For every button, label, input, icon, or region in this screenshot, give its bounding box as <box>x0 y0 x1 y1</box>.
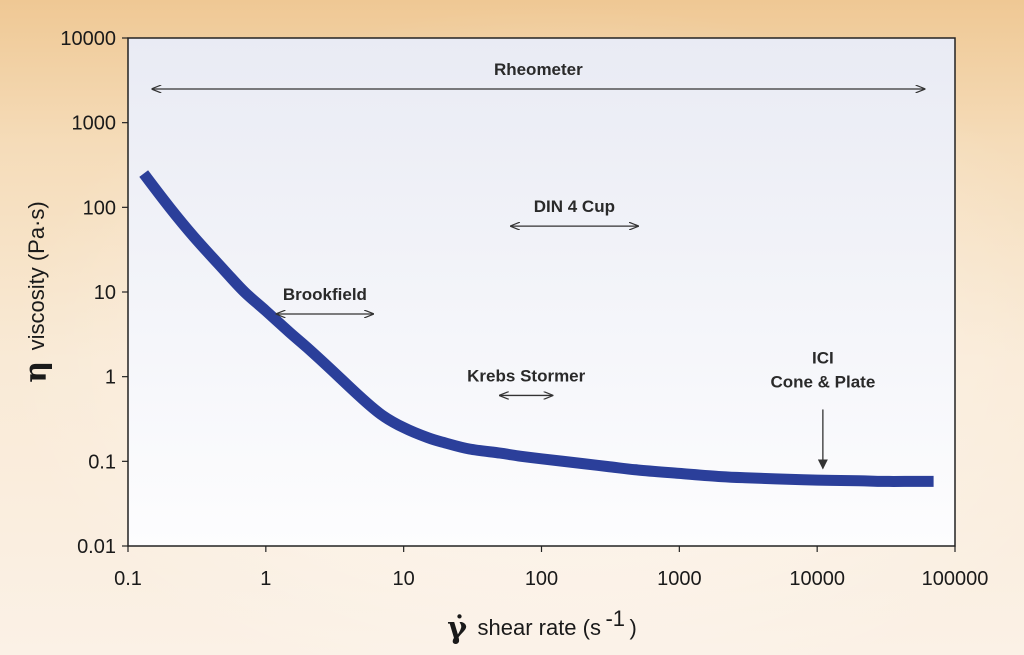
x-tick-label: 1 <box>260 568 271 590</box>
y-tick-label: 0.1 <box>88 451 116 473</box>
annotation-label: Krebs Stormer <box>467 366 585 385</box>
annotation-label: Rheometer <box>494 60 583 79</box>
x-tick-label: 10 <box>393 568 415 590</box>
x-tick-label: 10000 <box>789 568 845 590</box>
annotation-label-line: Cone & Plate <box>770 372 875 391</box>
x-axis-label-exponent: -1 <box>605 606 625 631</box>
annotation-label: Brookfield <box>283 285 367 304</box>
annotation-label-line: ICI <box>812 348 834 367</box>
x-axis-title: γ̇ shear rate (s -1 ) <box>447 606 637 646</box>
y-tick-label: 1000 <box>72 113 117 135</box>
x-tick-label: 100 <box>525 568 558 590</box>
y-tick-label: 0.01 <box>77 536 116 558</box>
annotation-label: DIN 4 Cup <box>534 197 615 216</box>
x-axis-symbol: γ̇ <box>447 611 467 646</box>
y-axis-ticks: 0.01 0.1 1 10 100 1000 10000 <box>60 28 128 558</box>
y-tick-label: 1 <box>105 367 116 389</box>
y-tick-label: 10000 <box>60 28 116 50</box>
viscosity-curve-layer <box>139 170 934 487</box>
y-axis-symbol: η <box>19 361 54 383</box>
y-axis-title: η viscosity (Pa·s) <box>19 201 54 382</box>
x-tick-label: 0.1 <box>114 568 142 590</box>
y-axis-label: viscosity (Pa·s) <box>24 201 49 350</box>
svg-text:γ̇ shear rate (s: γ̇ shear rate (s -1 ) <box>447 606 637 646</box>
x-tick-label: 100000 <box>922 568 989 590</box>
annotation-label: ICI Cone & Plate <box>770 348 875 391</box>
x-tick-label: 1000 <box>657 568 702 590</box>
y-tick-label: 10 <box>94 282 116 304</box>
viscosity-curve <box>139 170 934 487</box>
annotation-layer: Rheometer DIN 4 Cup Brookfield Krebs Storme… <box>152 60 924 470</box>
x-axis-ticks: 0.1 1 10 100 1000 10000 100000 <box>114 546 988 590</box>
y-tick-label: 100 <box>83 197 116 219</box>
x-axis-label: shear rate (s <box>477 615 601 640</box>
svg-text:η viscosity (Pa·s): η viscosity (Pa·s) <box>19 201 54 382</box>
x-axis-label-close: ) <box>629 615 636 640</box>
